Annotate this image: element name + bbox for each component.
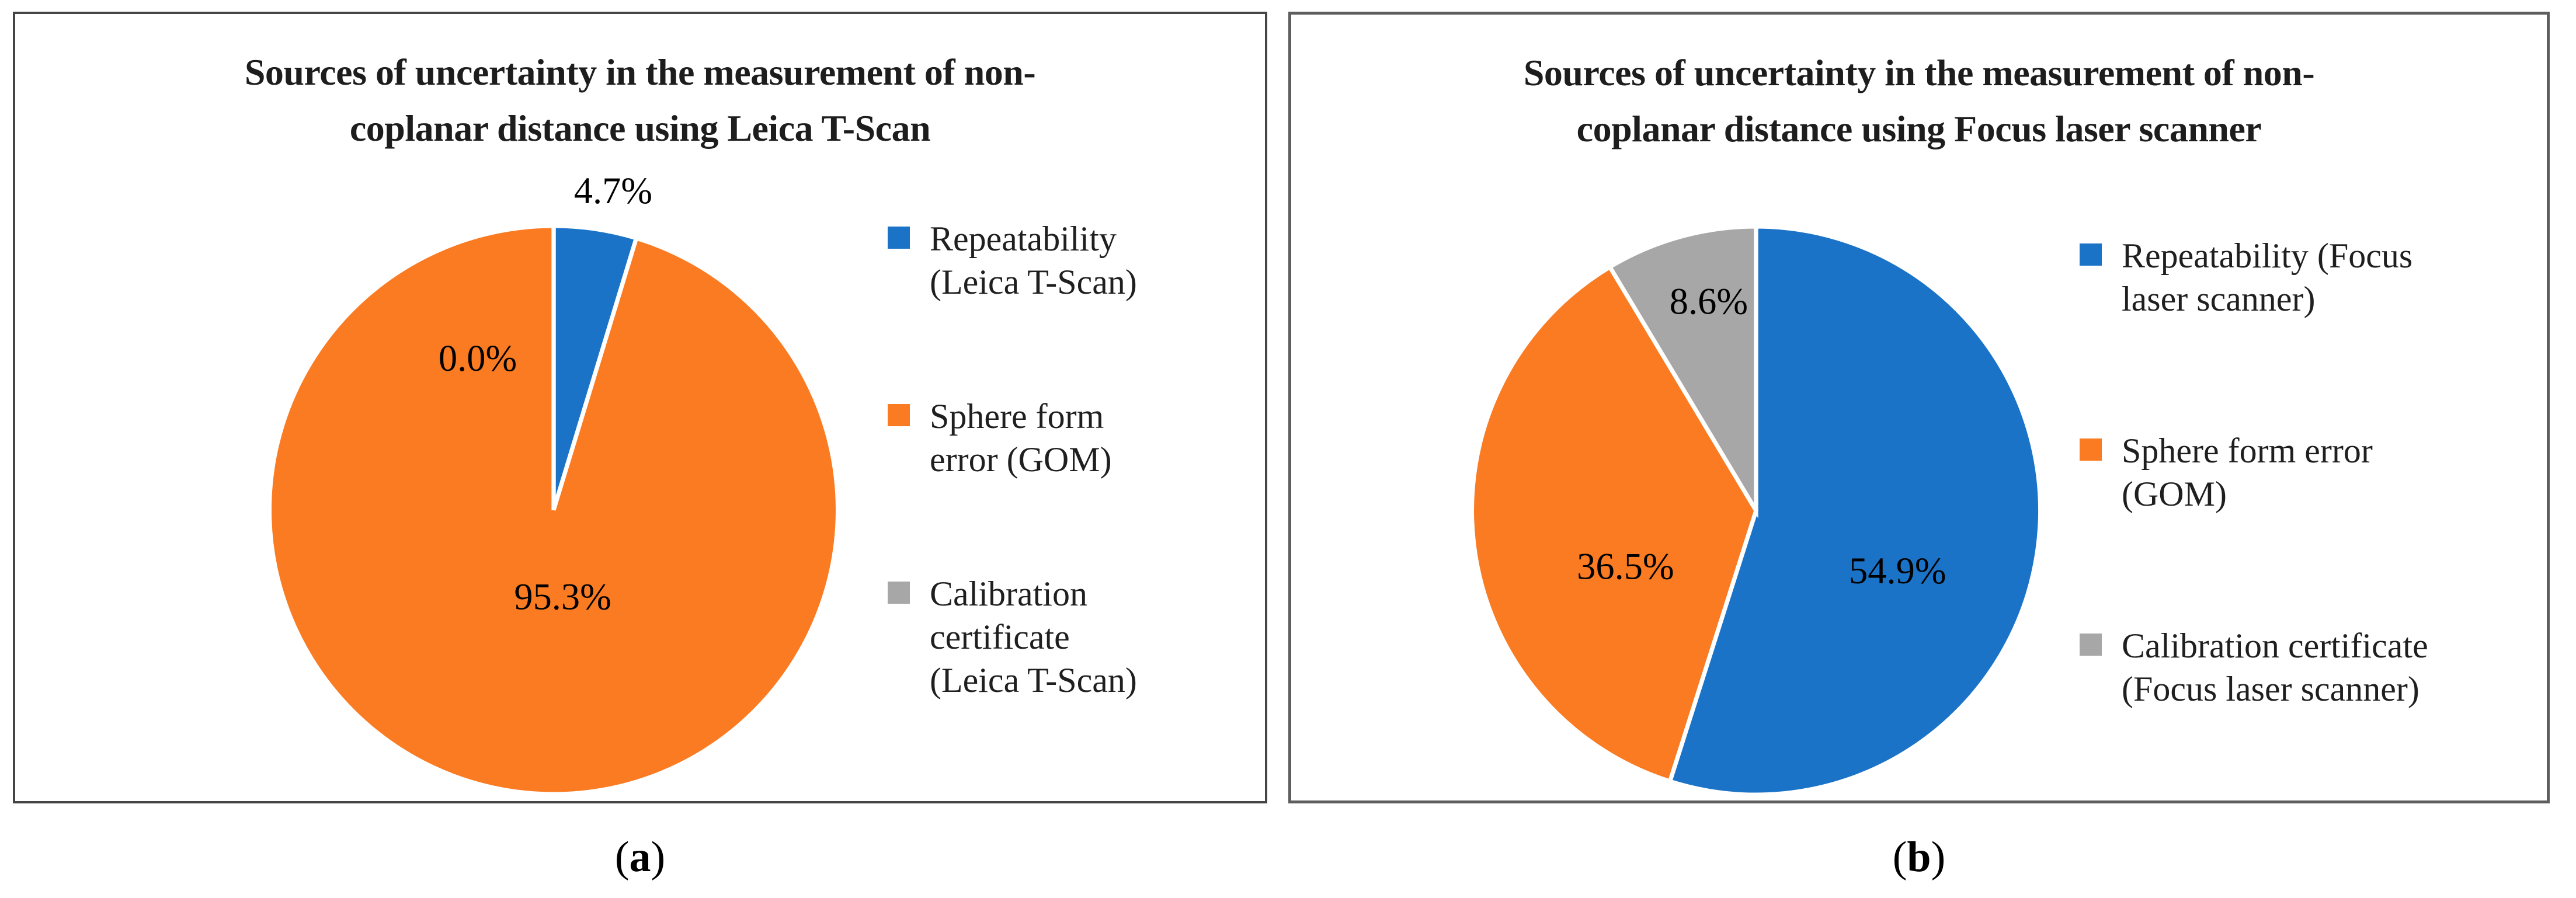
legend-item-calibration-certificate-focus-laser-scanner-: Calibration certificate (Focus laser scan… [2080,624,2553,711]
legend-label-line: (GOM) [2122,475,2227,514]
legend-label-line: (Leica T-Scan) [930,661,1137,700]
legend-label: Repeatability (Leica T-Scan) [930,217,1137,304]
legend-color-swatch [2080,438,2102,461]
caption-a-letter: a [629,833,651,881]
legend-a: Repeatability (Leica T-Scan) Sphere form er… [888,217,1265,793]
pie-slice-sphere-form-error-gom- [267,224,840,796]
caption-b-close-paren: ) [1931,833,1946,881]
pie-chart-a: 4.7% 95.3% 0.0% [250,152,857,807]
pie-data-label: 0.0% [439,337,517,379]
chart-title-a-line1: Sources of uncertainty in the measuremen… [244,51,1036,93]
legend-item-repeatability-leica-t-scan-: Repeatability (Leica T-Scan) [888,217,1265,304]
legend-color-swatch [888,227,910,249]
chart-title-b-line2: coplanar distance using Focus laser scan… [1576,108,2262,149]
caption-a-open-paren: ( [614,833,630,881]
figure-caption-a: (a) [13,822,1267,892]
caption-b-letter: b [1907,833,1931,881]
legend-label-line: Calibration [930,574,1087,613]
legend-label-line: Repeatability (Focus [2122,236,2413,275]
legend-label: Calibration certificate (Focus laser scan… [2122,624,2428,711]
legend-item-sphere-form-error-gom-: Sphere form error (GOM) [888,395,1265,482]
chart-title-a-line2: coplanar distance using Leica T-Scan [349,107,931,149]
legend-color-swatch [2080,633,2102,656]
legend-label: Repeatability (Focus laser scanner) [2122,234,2412,321]
caption-a-close-paren: ) [651,833,666,881]
pie-data-label: 36.5% [1577,546,1674,587]
legend-label-line: Calibration certificate [2122,626,2428,665]
pie-data-label: 54.9% [1849,550,1946,591]
pie-data-label: 4.7% [574,170,652,211]
legend-label: Sphere form error (GOM) [930,395,1112,482]
legend-label-line: Repeatability [930,220,1117,258]
legend-color-swatch [888,581,910,604]
legend-label-line: certificate [930,617,1070,656]
panel-chart-a: Sources of uncertainty in the measuremen… [13,12,1267,803]
legend-label-line: (Leica T-Scan) [930,263,1137,302]
pie-data-label: 8.6% [1670,280,1748,322]
pie-data-label: 95.3% [514,576,611,618]
legend-label: Calibration certificate (Leica T-Scan) [930,572,1137,702]
legend-label-line: (Focus laser scanner) [2122,669,2419,708]
legend-label: Sphere form error (GOM) [2122,429,2373,516]
chart-title-a: Sources of uncertainty in the measuremen… [65,44,1215,156]
pie-svg: 4.7% 95.3% 0.0% [267,170,840,796]
legend-item-repeatability-focus-laser-scanner-: Repeatability (Focus laser scanner) [2080,234,2553,321]
figure-caption-b: (b) [1288,822,2550,892]
legend-item-calibration-certificate-leica-t-scan-: Calibration certificate (Leica T-Scan) [888,572,1265,702]
legend-label-line: error (GOM) [930,440,1112,479]
pie-slice-calibration-certificate-focus-laser-scanner- [1607,224,1758,518]
legend-color-swatch [888,403,910,426]
legend-label-line: Sphere form [930,396,1104,436]
legend-item-sphere-form-error-gom-: Sphere form error (GOM) [2080,429,2553,516]
panel-chart-b: Sources of uncertainty in the measuremen… [1288,12,2550,803]
legend-label-line: Sphere form error [2122,431,2373,470]
chart-title-b: Sources of uncertainty in the measuremen… [1341,45,2497,157]
legend-b: Repeatability (Focus laser scanner) Sphere… [2080,234,2553,819]
pie-slice-repeatability-focus-laser-scanner- [1667,224,2043,797]
caption-b-open-paren: ( [1892,833,1907,881]
pie-svg: 54.9% 36.5% 8.6% [1469,224,2043,797]
pie-chart-b: 54.9% 36.5% 8.6% [1452,152,2060,808]
legend-label-line: laser scanner) [2122,280,2316,319]
legend-color-swatch [2080,243,2102,266]
chart-title-b-line1: Sources of uncertainty in the measuremen… [1523,52,2315,93]
